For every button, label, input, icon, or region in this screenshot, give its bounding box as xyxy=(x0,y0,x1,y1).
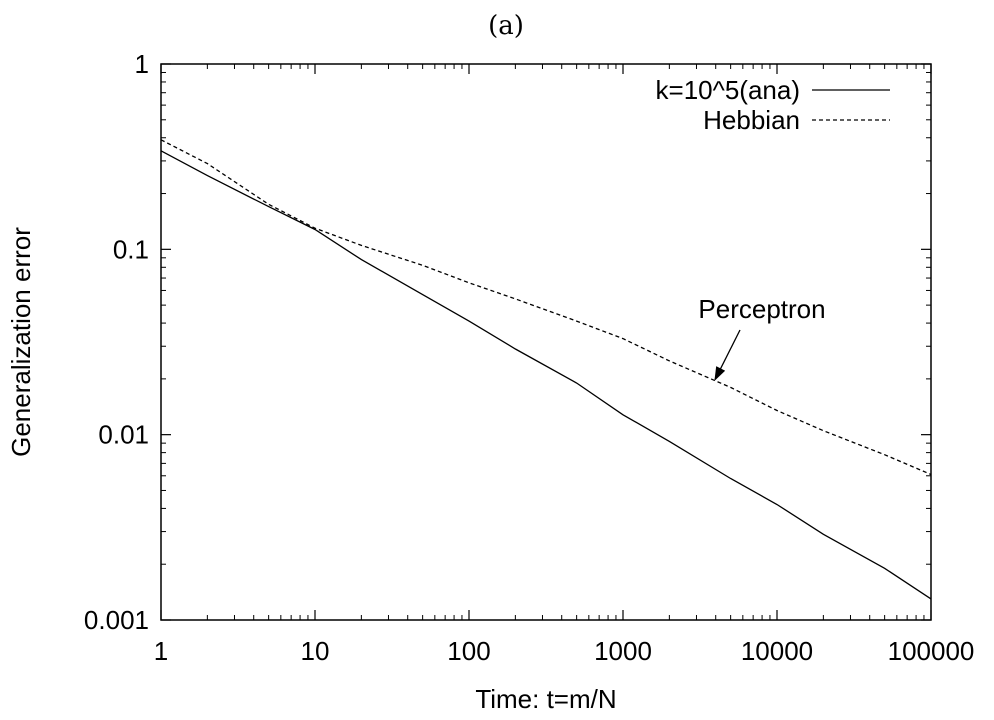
y-tick-label: 0.1 xyxy=(113,234,149,264)
legend: k=10^5(ana)Hebbian xyxy=(656,75,890,135)
x-tick-label: 10000 xyxy=(741,636,813,666)
y-tick-label: 1 xyxy=(135,49,149,79)
legend-label: Hebbian xyxy=(703,105,800,135)
series-line-hebbian xyxy=(160,139,932,476)
x-tick-label: 100000 xyxy=(888,636,975,666)
annotation-label: Perceptron xyxy=(698,294,825,324)
y-axis: 0.001 0.01 0.1 1 xyxy=(84,49,931,635)
x-axis: 1 10 100 1000 10000 100000 xyxy=(154,64,975,666)
y-tick-label: 0.01 xyxy=(98,420,149,450)
y-tick-label: 0.001 xyxy=(84,605,149,635)
x-tick-label: 1 xyxy=(154,636,168,666)
chart-title: (a) xyxy=(488,11,524,41)
x-tick-label: 100 xyxy=(447,636,490,666)
series-line-k-10-5-ana- xyxy=(160,150,932,600)
series-layer xyxy=(160,139,932,600)
annotation-arrow xyxy=(714,329,741,381)
annotation-layer: Perceptron xyxy=(698,294,826,381)
x-tick-label: 1000 xyxy=(594,636,652,666)
plot-frame xyxy=(160,63,932,621)
legend-label: k=10^5(ana) xyxy=(656,75,800,105)
y-axis-title: Generalization error xyxy=(6,227,36,457)
x-axis-title: Time: t=m/N xyxy=(475,684,616,714)
x-tick-label: 10 xyxy=(301,636,330,666)
